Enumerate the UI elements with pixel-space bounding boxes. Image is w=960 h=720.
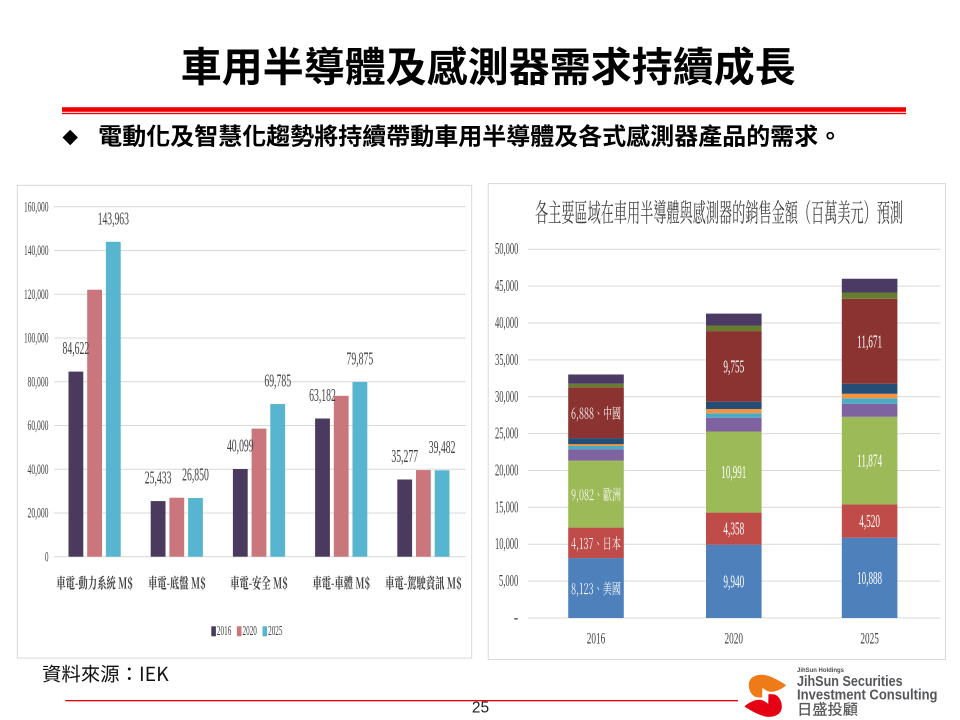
svg-text:11,874: 11,874 bbox=[857, 451, 882, 471]
svg-text:10,000: 10,000 bbox=[495, 534, 518, 553]
svg-text:2016: 2016 bbox=[587, 631, 606, 648]
svg-text:80,000: 80,000 bbox=[28, 374, 49, 390]
svg-text:9,940: 9,940 bbox=[723, 571, 744, 591]
svg-text:2020: 2020 bbox=[243, 624, 257, 639]
svg-text:35,000: 35,000 bbox=[495, 350, 518, 369]
svg-text:26,850: 26,850 bbox=[182, 465, 209, 485]
svg-text:11,671: 11,671 bbox=[857, 331, 882, 351]
svg-text:120,000: 120,000 bbox=[24, 287, 49, 303]
svg-text:45,000: 45,000 bbox=[495, 276, 518, 295]
svg-text:25,000: 25,000 bbox=[495, 424, 518, 443]
svg-text:5,000: 5,000 bbox=[499, 571, 518, 590]
svg-text:25: 25 bbox=[472, 700, 489, 717]
svg-text:0: 0 bbox=[45, 549, 49, 565]
svg-text:40,000: 40,000 bbox=[28, 462, 49, 478]
svg-text:JihSun Securities: JihSun Securities bbox=[797, 673, 903, 690]
svg-text:69,785: 69,785 bbox=[264, 371, 291, 391]
svg-text:140,000: 140,000 bbox=[24, 243, 49, 259]
svg-text:20,000: 20,000 bbox=[28, 506, 49, 522]
svg-text:10,888: 10,888 bbox=[857, 568, 882, 588]
svg-text:60,000: 60,000 bbox=[28, 418, 49, 434]
svg-text:15,000: 15,000 bbox=[495, 497, 518, 516]
svg-text:4,358: 4,358 bbox=[723, 519, 744, 539]
svg-text:160,000: 160,000 bbox=[24, 199, 49, 215]
svg-text:84,622: 84,622 bbox=[63, 338, 90, 358]
svg-text:50,000: 50,000 bbox=[495, 239, 518, 258]
svg-text:-: - bbox=[514, 608, 519, 627]
svg-text:30,000: 30,000 bbox=[495, 387, 518, 406]
svg-text:143,963: 143,963 bbox=[98, 208, 129, 228]
svg-text:100,000: 100,000 bbox=[24, 331, 49, 347]
svg-text:20,000: 20,000 bbox=[495, 461, 518, 480]
svg-text:2020: 2020 bbox=[725, 631, 744, 648]
svg-text:25,433: 25,433 bbox=[145, 468, 172, 488]
svg-text:35,277: 35,277 bbox=[391, 446, 418, 466]
svg-text:Investment Consulting: Investment Consulting bbox=[797, 686, 938, 703]
svg-text:10,991: 10,991 bbox=[721, 462, 746, 482]
svg-text:40,000: 40,000 bbox=[495, 313, 518, 332]
svg-text:63,182: 63,182 bbox=[309, 385, 336, 405]
svg-text:79,875: 79,875 bbox=[347, 349, 374, 369]
svg-text:40,099: 40,099 bbox=[227, 436, 254, 456]
svg-text:JihSun Holdings: JihSun Holdings bbox=[797, 667, 844, 674]
svg-text:4,520: 4,520 bbox=[859, 511, 880, 531]
svg-text:9,755: 9,755 bbox=[723, 356, 744, 376]
svg-text:2025: 2025 bbox=[268, 624, 282, 639]
svg-text:39,482: 39,482 bbox=[429, 437, 456, 457]
svg-text:2025: 2025 bbox=[860, 631, 879, 648]
svg-text:2016: 2016 bbox=[217, 624, 231, 639]
